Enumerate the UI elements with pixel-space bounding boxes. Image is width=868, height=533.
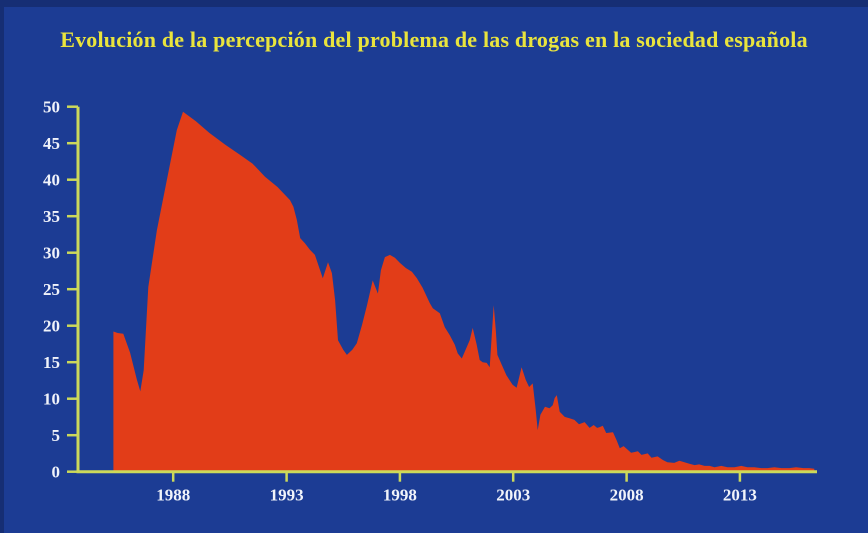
y-tick-label: 50 (43, 98, 60, 117)
frame-border-top (0, 0, 868, 7)
frame-border-left (0, 0, 4, 533)
y-tick-label: 30 (43, 244, 60, 263)
y-tick-label: 0 (52, 463, 61, 482)
x-tick-label: 1993 (270, 486, 304, 505)
y-tick-label: 20 (43, 317, 60, 336)
y-tick-label: 45 (43, 134, 60, 153)
area-series (113, 111, 815, 472)
y-tick-label: 25 (43, 280, 60, 299)
y-tick-label: 40 (43, 171, 60, 190)
x-tick-label: 2008 (610, 486, 644, 505)
y-tick-label: 5 (52, 426, 61, 445)
y-tick-label: 35 (43, 207, 60, 226)
chart-title: Evolución de la percepción del problema … (60, 27, 808, 52)
x-tick-label: 1988 (156, 486, 190, 505)
x-tick-label: 2003 (496, 486, 530, 505)
x-tick-label: 1998 (383, 486, 417, 505)
x-tick-label: 2013 (723, 486, 757, 505)
y-tick-label: 10 (43, 390, 60, 409)
y-tick-label: 15 (43, 353, 60, 372)
